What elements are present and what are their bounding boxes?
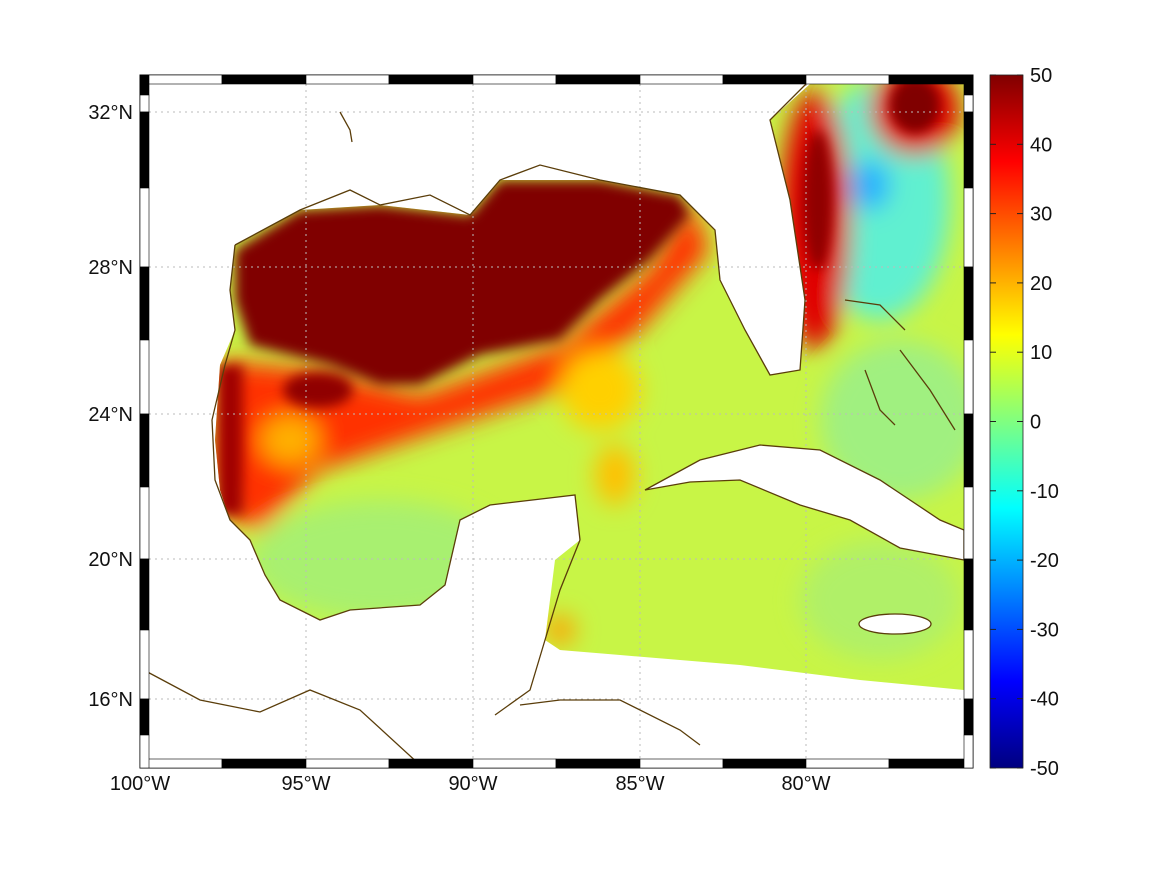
frame-segment: [888, 758, 974, 769]
colorbar-tick-label: -40: [1030, 689, 1059, 711]
frame-segment: [139, 74, 223, 85]
frame-segment: [963, 698, 974, 736]
frame-segment: [139, 413, 150, 488]
frame-segment: [963, 558, 974, 631]
frame-segment: [963, 629, 974, 700]
colorbar-tick-label: 40: [1030, 134, 1052, 156]
lon-tick: 90°W: [448, 773, 497, 795]
frame-segment: [388, 758, 474, 769]
frame-segment: [639, 74, 724, 85]
frame-segment: [139, 558, 150, 631]
map-frame: [139, 74, 974, 769]
frame-segment: [139, 698, 150, 736]
colorbar-tick-label: -20: [1030, 550, 1059, 572]
colorbar-tick-label: -50: [1030, 758, 1059, 780]
lon-labels: 100°W 95°W 90°W 85°W 80°W: [110, 773, 831, 795]
anomaly-field: [215, 84, 964, 690]
frame-segment: [139, 734, 150, 769]
coastlines: [139, 79, 965, 766]
frame-segment: [305, 74, 390, 85]
colorbar-tick-label: 50: [1030, 65, 1052, 87]
frame-segment: [963, 187, 974, 268]
frame-segment: [963, 266, 974, 341]
frame-segment: [139, 111, 150, 189]
lon-tick: 80°W: [781, 773, 830, 795]
frame-segment: [963, 413, 974, 488]
frame-segment: [139, 187, 150, 268]
lon-tick: 100°W: [110, 773, 170, 795]
frame-segment: [722, 758, 807, 769]
colorbar-tick-label: 20: [1030, 273, 1052, 295]
frame-segment: [139, 629, 150, 700]
colorbar: 50 40 30 20 10 0 -10 -20 -30 -40 -50: [989, 65, 1059, 780]
frame-segment: [139, 94, 150, 113]
frame-segment: [888, 74, 974, 85]
lat-labels: 32°N 28°N 24°N 20°N 16°N: [88, 102, 133, 711]
lat-tick: 32°N: [88, 102, 133, 124]
frame-segment: [963, 486, 974, 560]
frame-segment: [388, 74, 474, 85]
lat-tick: 24°N: [88, 404, 133, 426]
frame-segment: [963, 339, 974, 415]
frame-segment: [221, 758, 307, 769]
frame-segment: [139, 339, 150, 415]
frame-segment: [555, 758, 641, 769]
colorbar-tick-label: 10: [1030, 342, 1052, 364]
frame-segment: [139, 266, 150, 341]
frame-segment: [139, 74, 150, 96]
frame-segment: [555, 74, 641, 85]
frame-segment: [963, 94, 974, 113]
frame-segment: [472, 74, 557, 85]
colorbar-tick-label: -10: [1030, 481, 1059, 503]
lat-tick: 20°N: [88, 549, 133, 571]
frame-segment: [139, 486, 150, 560]
lon-tick: 85°W: [615, 773, 664, 795]
frame-segment: [305, 758, 390, 769]
frame-segment: [805, 758, 890, 769]
frame-segment: [639, 758, 724, 769]
lon-tick: 95°W: [281, 773, 330, 795]
lat-tick: 28°N: [88, 257, 133, 279]
frame-segment: [963, 74, 974, 96]
colorbar-tick-label: -30: [1030, 619, 1059, 641]
lat-tick: 16°N: [88, 689, 133, 711]
jamaica: [858, 613, 932, 635]
colorbar-tick-label: 30: [1030, 204, 1052, 226]
graticule: [149, 84, 964, 759]
frame-segment: [963, 734, 974, 769]
frame-segment: [139, 758, 223, 769]
frame-segment: [221, 74, 307, 85]
colorbar-tick-label: 0: [1030, 412, 1041, 434]
frame-segment: [722, 74, 807, 85]
frame-segment: [472, 758, 557, 769]
frame-segment: [963, 111, 974, 189]
frame-segment: [805, 74, 890, 85]
